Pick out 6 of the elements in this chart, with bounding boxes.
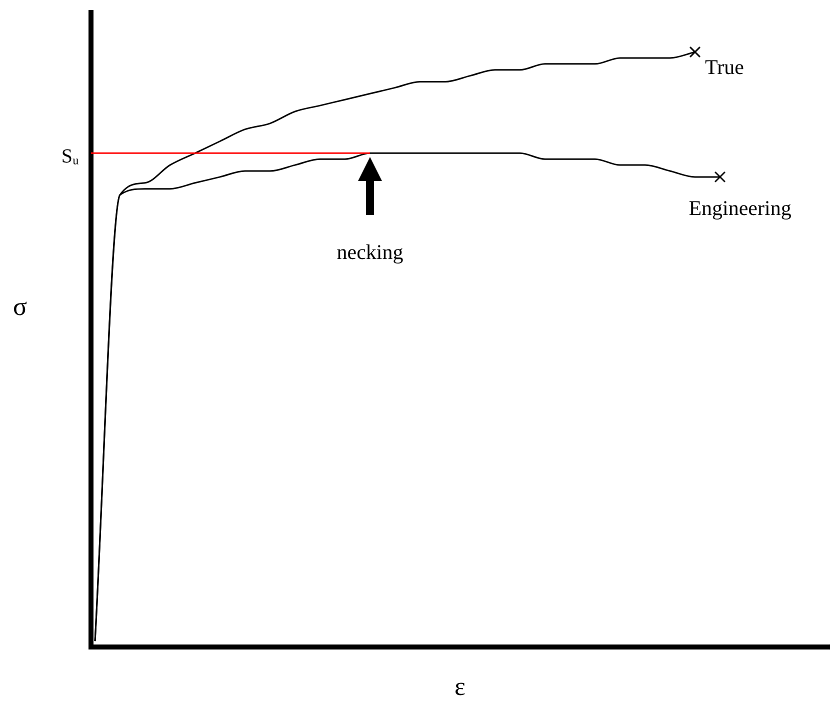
annotation: necking	[336, 240, 404, 264]
x-axis-title: ε	[454, 672, 466, 701]
series-label: True	[705, 55, 744, 80]
series-label: Engineering	[688, 196, 792, 220]
y-axis-title: σ	[12, 292, 28, 321]
ref-line-label: Sᵤ	[61, 145, 80, 168]
